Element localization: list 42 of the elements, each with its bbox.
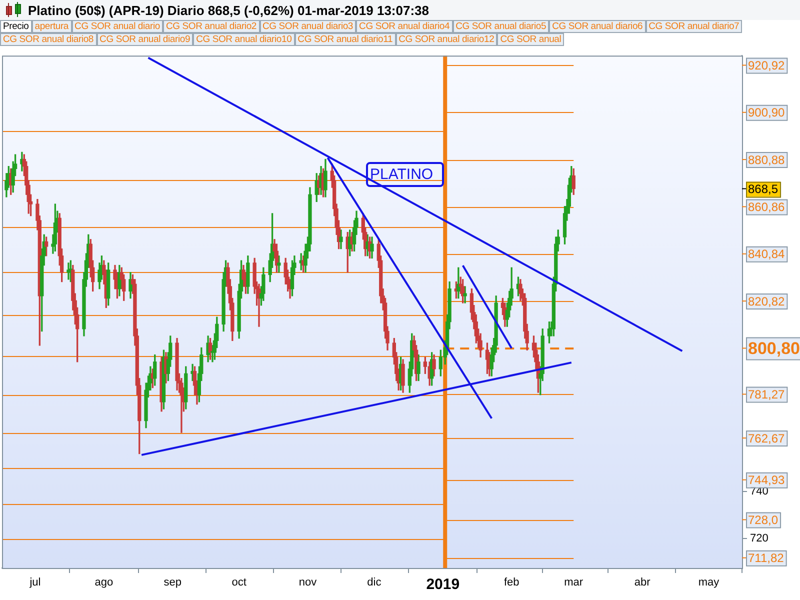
text: CG SOR anual diario4 [356,20,453,33]
x-tick-label: abr [634,576,651,589]
x-tick-label: oct [232,576,246,589]
text: CG SOR anual diario9 [96,33,194,46]
ref-line-label: 728,0 [748,513,778,528]
text: CG SOR anual diario5 [452,20,550,33]
ref-line-label: 900,90 [748,106,786,120]
y-tick-label: 720 [750,532,768,545]
x-tick-label: dic [367,576,382,589]
ref-line-label: 920,92 [748,58,786,73]
ref-line-label: 711,82 [748,551,784,566]
text: CG SOR anual diario10 [193,33,295,46]
ref-line-label: 781,27 [748,388,786,402]
ref-line-label: 800,80 [748,338,800,358]
ref-line-label: 820,82 [748,294,786,308]
x-tick-label: mar [564,576,584,589]
x-tick-label: jul [28,576,41,589]
x-tick-label: 2019 [426,576,460,594]
ref-line-label: 880,88 [748,152,786,167]
text: Precio [0,20,32,33]
annotation: PLATINO [366,162,444,187]
text: CG SOR anual diario6 [549,20,646,33]
text: CG SOR anual diario2 [162,20,260,33]
x-tick-label: nov [298,576,318,589]
text: CG SOR anual diario3 [260,20,356,33]
text: CG SOR anual diario8 [0,33,97,46]
ref-line-label: 860,86 [748,200,786,214]
ref-line-label: 762,67 [748,431,786,446]
ref-line-label: 840,84 [748,247,786,262]
ref-line-label: 744,93 [748,473,786,488]
x-tick-label: feb [504,576,520,589]
text: 868,5 [748,182,778,196]
x-tick-label: sep [164,576,182,589]
text: CG SOR anual diario12 [396,33,498,46]
x-tick-label: may [698,576,720,589]
text: apertura [32,20,72,33]
x-tick-label: ago [94,576,114,589]
text: CG SOR anual diario11 [294,33,396,46]
text: CG SOR anual diario [72,20,163,33]
text: CG SOR anual [497,33,564,46]
text: CG SOR anual diario7 [646,20,742,33]
chart-title: Platino (50$) (APR-19) Diario 868,5 (-0,62%) 01-mar-2019 13:07:38 [28,2,430,18]
